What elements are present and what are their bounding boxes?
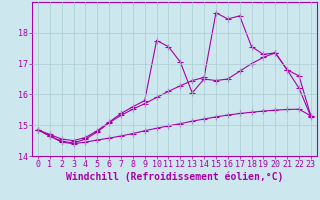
X-axis label: Windchill (Refroidissement éolien,°C): Windchill (Refroidissement éolien,°C) [66,172,283,182]
